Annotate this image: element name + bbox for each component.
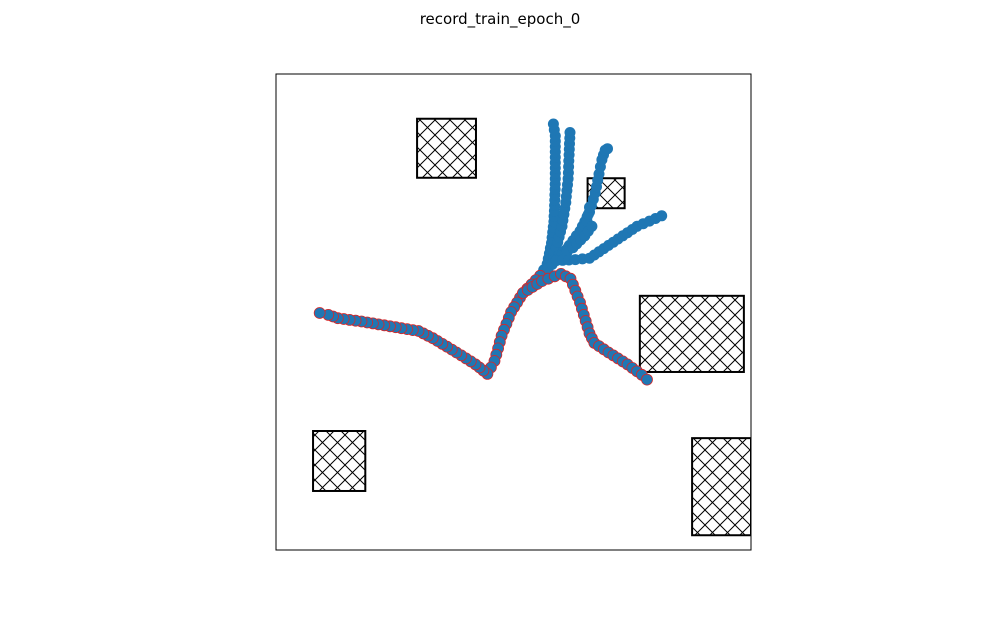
- obstacle-5: [691, 437, 751, 537]
- trajectory-point: [641, 373, 653, 386]
- trajectory-point: [584, 201, 595, 213]
- trajectory-8: [517, 267, 653, 386]
- trajectory-point: [602, 143, 613, 155]
- trajectory-7: [313, 269, 546, 380]
- trajectory-point: [656, 210, 668, 222]
- trajectory-point: [547, 118, 559, 130]
- trajectory-point: [564, 127, 576, 138]
- obstacle-4: [312, 430, 367, 492]
- trajectories-layer: [313, 118, 668, 386]
- chart-title: record_train_epoch_0: [419, 10, 581, 28]
- trajectory-point: [586, 220, 598, 232]
- obstacle-1: [416, 117, 477, 179]
- obstacles-layer: [312, 117, 751, 537]
- axes-frame: [275, 73, 752, 551]
- trajectory-point: [313, 307, 326, 319]
- obstacle-3: [638, 294, 745, 373]
